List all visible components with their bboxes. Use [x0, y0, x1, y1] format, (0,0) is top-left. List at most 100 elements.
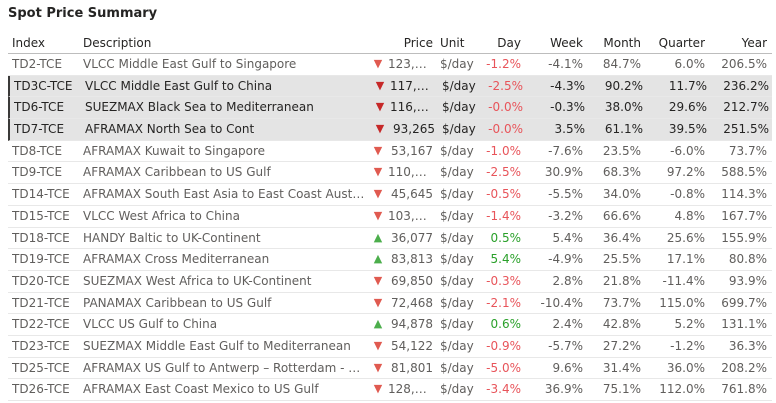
table-row[interactable]: TD8-TCE AFRAMAX Kuwait to Singapore ▼ 53,16… — [8, 141, 772, 163]
cell-year: 588.5% — [721, 165, 767, 180]
table-header: Index Description Price Unit Day Week Mo… — [8, 33, 772, 54]
table-row[interactable]: TD19-TCE AFRAMAX Cross Mediterranean ▲ 83,8… — [8, 249, 772, 271]
cell-index: TD21-TCE — [12, 295, 70, 310]
cell-week: -0.3% — [550, 100, 585, 115]
cell-price: 45,645 — [391, 187, 433, 202]
cell-index: TD26-TCE — [12, 382, 70, 397]
cell-quarter: 5.2% — [674, 317, 706, 332]
triangle-down-icon: ▼ — [373, 165, 383, 179]
cell-month: 66.6% — [602, 208, 641, 223]
table-row[interactable]: TD20-TCE SUEZMAX West Africa to UK-Contin… — [8, 271, 772, 293]
cell-index: TD14-TCE — [12, 187, 70, 202]
table-row[interactable]: TD2-TCE VLCC Middle East Gulf to Singapor… — [8, 54, 772, 76]
cell-week: 5.4% — [552, 230, 584, 245]
cell-quarter: 36.0% — [666, 360, 705, 375]
cell-year: 155.9% — [721, 230, 767, 245]
cell-price: 81,801 — [391, 360, 433, 375]
table-row[interactable]: TD14-TCE AFRAMAX South East Asia to East … — [8, 184, 772, 206]
header-month[interactable]: Month — [603, 36, 641, 50]
cell-week: 9.6% — [552, 360, 584, 375]
header-unit[interactable]: Unit — [440, 36, 465, 50]
cell-unit: $/day — [440, 57, 474, 71]
triangle-down-icon: ▼ — [373, 360, 383, 374]
cell-index: TD19-TCE — [12, 252, 70, 267]
header-description[interactable]: Description — [83, 36, 152, 50]
triangle-up-icon: ▲ — [373, 252, 383, 266]
header-price[interactable]: Price — [403, 36, 433, 50]
visual-title: Spot Price Summary — [8, 6, 158, 21]
cell-quarter: 4.8% — [674, 208, 706, 223]
cell-week: 2.8% — [552, 273, 584, 288]
cell-price: 53,167 — [391, 143, 433, 158]
cell-quarter: 11.7% — [668, 78, 707, 93]
cell-price: 117,3... — [390, 78, 435, 93]
cell-description: SUEZMAX Black Sea to Mediterranean — [85, 100, 314, 115]
cell-month: 31.4% — [602, 360, 641, 375]
cell-description: VLCC West Africa to China — [83, 208, 240, 223]
cell-price: 110,2... — [388, 165, 433, 180]
cell-week: -7.6% — [548, 143, 583, 158]
table-row[interactable]: TD9-TCE AFRAMAX Caribbean to US Gulf ▼ 110,… — [8, 162, 772, 185]
cell-year: 208.2% — [721, 360, 767, 375]
cell-unit: $/day — [440, 165, 474, 180]
table-row[interactable]: TD6-TCE SUEZMAX Black Sea to Mediterranea… — [8, 97, 772, 120]
table-row[interactable]: TD21-TCE PANAMAX Caribbean to US Gulf ▼ 72,… — [8, 293, 772, 315]
cell-quarter: -11.4% — [662, 273, 705, 288]
cell-description: AFRAMAX Caribbean to US Gulf — [83, 165, 271, 180]
cell-week: -4.9% — [548, 252, 583, 267]
cell-price: 36,077 — [391, 230, 433, 245]
table-row[interactable]: TD3C-TCE VLCC Middle East Gulf to China ▼ 1… — [8, 75, 772, 98]
cell-price: 123,1... — [388, 57, 433, 71]
cell-unit: $/day — [440, 208, 474, 223]
cell-year: 206.5% — [721, 57, 767, 71]
table-row[interactable]: TD18-TCE HANDY Baltic to UK-Continent ▲ 36,… — [8, 228, 772, 250]
cell-year: 251.5% — [723, 122, 769, 137]
cell-index: TD23-TCE — [12, 338, 70, 353]
header-quarter[interactable]: Quarter — [658, 36, 705, 50]
cell-year: 93.9% — [728, 273, 767, 288]
cell-price: 93,265 — [393, 122, 435, 137]
cell-week: -4.3% — [550, 78, 585, 93]
triangle-down-icon: ▼ — [373, 295, 383, 309]
cell-description: SUEZMAX West Africa to UK-Continent — [83, 273, 312, 288]
cell-index: TD7-TCE — [14, 122, 65, 137]
table-row[interactable]: TD23-TCE SUEZMAX Middle East Gulf to Medi… — [8, 336, 772, 358]
cell-day: -0.9% — [486, 338, 521, 353]
cell-week: -10.4% — [540, 295, 583, 310]
cell-price: 116,7... — [390, 100, 435, 115]
cell-price: 54,122 — [391, 338, 433, 353]
cell-quarter: -1.2% — [670, 338, 705, 353]
header-year[interactable]: Year — [741, 36, 767, 50]
cell-week: -4.1% — [548, 57, 583, 71]
cell-month: 38.0% — [604, 100, 643, 115]
cell-index: TD18-TCE — [12, 230, 70, 245]
table-row[interactable]: TD22-TCE VLCC US Gulf to China ▲ 94,878 $/da… — [8, 314, 772, 336]
cell-week: 36.9% — [544, 382, 583, 397]
cell-day: -3.4% — [486, 382, 521, 397]
cell-month: 68.3% — [602, 165, 641, 180]
cell-index: TD20-TCE — [12, 273, 70, 288]
cell-quarter: 17.1% — [666, 252, 705, 267]
cell-index: TD22-TCE — [12, 317, 70, 332]
cell-year: 236.2% — [723, 78, 769, 93]
cell-index: TD6-TCE — [14, 100, 65, 115]
cell-unit: $/day — [440, 360, 474, 375]
cell-day: -2.1% — [486, 295, 521, 310]
table-row[interactable]: TD25-TCE AFRAMAX US Gulf to Antwerp – Rot… — [8, 358, 772, 380]
table-row[interactable]: TD15-TCE VLCC West Africa to China ▼ 103,7.… — [8, 206, 772, 228]
cell-unit: $/day — [442, 78, 476, 93]
cell-week: 2.4% — [552, 317, 584, 332]
table-row[interactable]: TD26-TCE AFRAMAX East Coast Mexico to US … — [8, 379, 772, 401]
header-week[interactable]: Week — [550, 36, 583, 50]
cell-index: TD9-TCE — [12, 165, 63, 180]
header-day[interactable]: Day — [497, 36, 521, 50]
cell-week: -3.2% — [548, 208, 583, 223]
cell-unit: $/day — [440, 273, 474, 288]
header-index[interactable]: Index — [12, 36, 46, 50]
cell-description: VLCC US Gulf to China — [83, 317, 218, 332]
table-row[interactable]: TD7-TCE AFRAMAX North Sea to Cont ▼ 93,265 $… — [8, 119, 772, 141]
cell-index: TD8-TCE — [12, 143, 63, 158]
cell-month: 84.7% — [602, 57, 641, 71]
cell-quarter: 25.6% — [666, 230, 705, 245]
cell-day: -0.0% — [488, 100, 523, 115]
